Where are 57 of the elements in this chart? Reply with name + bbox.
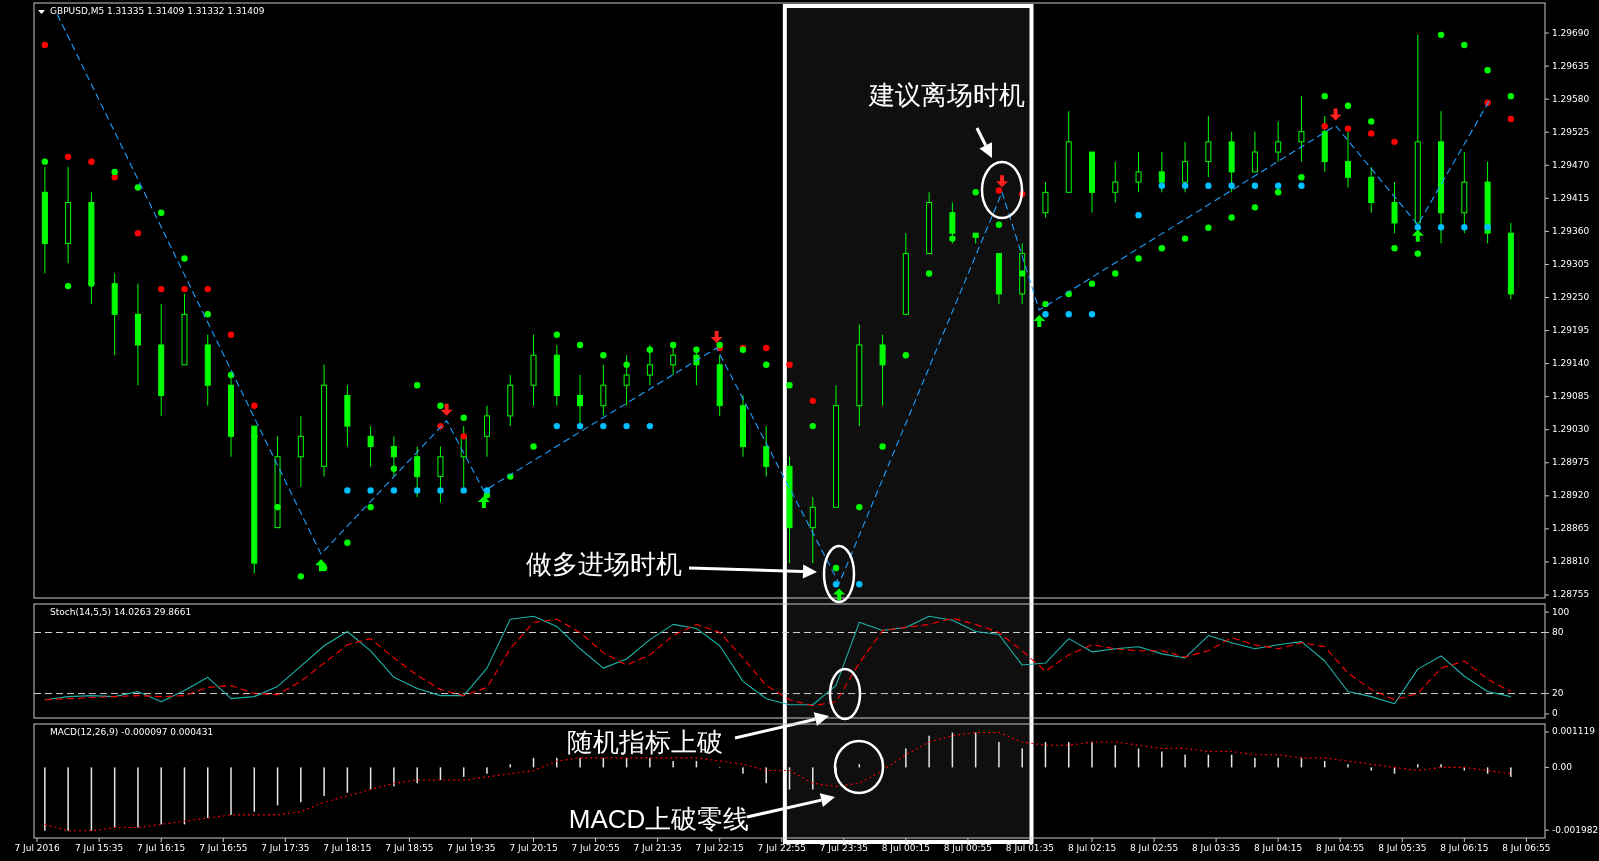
y-tick-label: 1.29470 [1552, 159, 1590, 170]
x-tick-label: 7 Jul 20:15 [509, 843, 558, 853]
x-tick-label: 8 Jul 05:35 [1378, 843, 1427, 853]
y-tick-label: 1.29580 [1552, 93, 1590, 104]
y-tick-label: -0.001982 [1552, 824, 1599, 835]
y-tick-label: 1.28920 [1552, 490, 1590, 501]
x-tick-label: 8 Jul 02:15 [1067, 843, 1117, 853]
y-tick-label: 1.28865 [1552, 523, 1590, 534]
y-tick-label: 1.28755 [1552, 589, 1590, 600]
x-tick-label: 7 Jul 16:15 [137, 843, 186, 853]
y-tick-label: 80 [1552, 627, 1564, 637]
chart-title: MACD(12,26,9) -0.000097 0.000431 [50, 727, 214, 737]
x-tick-label: 7 Jul 21:35 [633, 843, 682, 853]
y-tick-label: 0.00 [1552, 761, 1573, 772]
y-tick-label: 1.29250 [1552, 291, 1590, 302]
y-tick-label: 100 [1552, 606, 1570, 617]
x-tick-label: 8 Jul 04:55 [1316, 843, 1365, 853]
y-tick-label: 1.29085 [1552, 391, 1590, 402]
x-tick-label: 8 Jul 02:55 [1129, 843, 1179, 853]
y-tick-label: 1.29195 [1552, 325, 1590, 336]
x-tick-label: 7 Jul 2016 [14, 843, 60, 853]
y-tick-label: 1.29140 [1552, 358, 1590, 369]
y-tick-label: 1.29690 [1552, 27, 1590, 38]
y-tick-label: 1.28975 [1552, 457, 1590, 468]
y-tick-label: 1.29030 [1552, 424, 1590, 435]
x-tick-label: 7 Jul 20:55 [571, 843, 620, 853]
x-tick-label: 8 Jul 03:35 [1191, 843, 1241, 853]
x-tick-label: 7 Jul 22:55 [757, 843, 806, 853]
x-tick-label: 7 Jul 19:35 [447, 843, 496, 853]
x-tick-label: 8 Jul 04:15 [1254, 843, 1303, 853]
annotation: MACD上破零线 [568, 803, 750, 834]
chart-title: GBPUSD,M5 1.31335 1.31409 1.31332 1.31409 [50, 6, 265, 16]
y-tick-label: 20 [1552, 688, 1564, 699]
x-tick-label: 7 Jul 18:55 [385, 843, 434, 853]
y-tick-label: 1.29525 [1552, 126, 1590, 137]
x-tick-label: 7 Jul 18:15 [323, 843, 372, 853]
annotation: 随机指标上破 [567, 726, 723, 757]
x-tick-label: 8 Jul 06:55 [1502, 843, 1551, 853]
x-tick-label: 8 Jul 00:55 [943, 843, 993, 853]
y-tick-label: 1.29635 [1552, 60, 1590, 71]
x-tick-label: 7 Jul 16:55 [199, 843, 248, 853]
y-tick-label: 1.28810 [1552, 556, 1590, 567]
annotation: 做多进场时机 [526, 548, 682, 579]
x-tick-label: 7 Jul 17:35 [261, 843, 310, 853]
y-tick-label: 0.001119 [1552, 726, 1596, 737]
chart-title: Stoch(14,5,5) 14.0263 29.8661 [50, 607, 192, 617]
annotation: 建议离场时机 [868, 79, 1025, 110]
y-tick-label: 1.29415 [1552, 192, 1590, 203]
x-tick-label: 7 Jul 22:15 [695, 843, 744, 853]
x-tick-label: 8 Jul 00:15 [881, 843, 930, 853]
y-tick-label: 0 [1552, 708, 1558, 719]
x-tick-label: 8 Jul 01:35 [1005, 843, 1055, 853]
x-tick-label: 7 Jul 23:35 [819, 843, 868, 853]
y-tick-label: 1.29305 [1552, 258, 1590, 269]
y-tick-label: 1.29360 [1552, 225, 1590, 236]
x-tick-label: 7 Jul 15:35 [75, 843, 124, 853]
x-tick-label: 8 Jul 06:15 [1440, 843, 1489, 853]
